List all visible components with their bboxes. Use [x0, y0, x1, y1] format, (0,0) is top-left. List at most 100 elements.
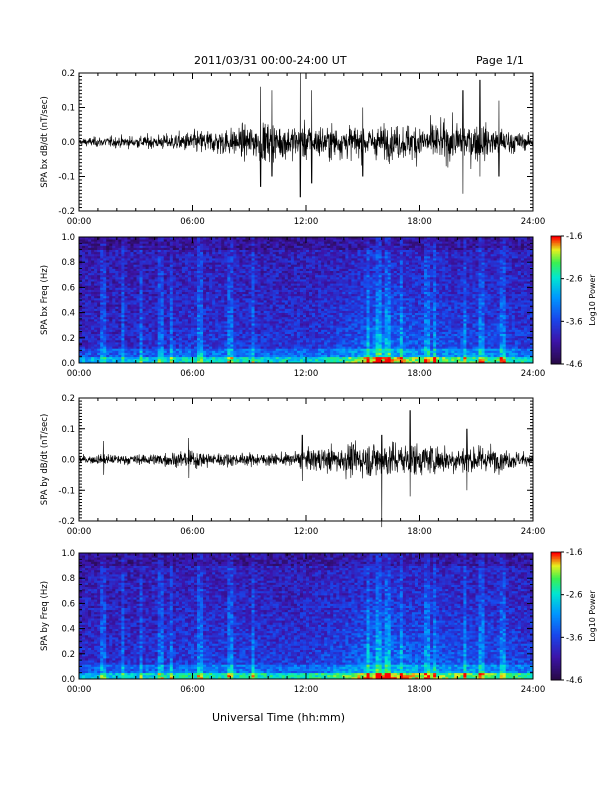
- heat-cell: [79, 281, 83, 284]
- heat-cell: [124, 262, 128, 265]
- heat-cell: [130, 358, 134, 362]
- heat-cell: [82, 325, 86, 328]
- heat-cell: [118, 243, 122, 246]
- heat-cell: [88, 312, 92, 316]
- heat-cell: [103, 302, 107, 305]
- heat-cell: [109, 339, 113, 343]
- heat-cell: [106, 310, 110, 313]
- heat-cell: [124, 314, 128, 318]
- heat-cell: [142, 287, 146, 290]
- heat-cell: [160, 354, 165, 358]
- heat-cell: [121, 281, 125, 284]
- heat-cell: [106, 247, 110, 250]
- heat-cell: [124, 255, 128, 259]
- heat-cell: [133, 260, 137, 263]
- heat-cell: [109, 272, 113, 276]
- heat-cell: [154, 344, 159, 347]
- heat-cell: [145, 295, 150, 299]
- heat-cell: [154, 253, 159, 257]
- heat-cell: [130, 266, 134, 269]
- heat-cell: [112, 239, 116, 242]
- heat-cell: [136, 285, 140, 288]
- heat-cell: [151, 356, 156, 360]
- heat-cell: [97, 327, 101, 330]
- heat-cell: [109, 306, 113, 309]
- heat-cell: [148, 239, 153, 242]
- heat-cell: [139, 360, 143, 364]
- heat-cell: [121, 314, 125, 318]
- heat-cell: [166, 274, 171, 278]
- heat-cell: [112, 268, 116, 271]
- heat-cell: [115, 245, 119, 248]
- heat-cell: [154, 304, 159, 307]
- heat-cell: [145, 358, 150, 362]
- heat-cell: [106, 329, 110, 332]
- heat-cell: [100, 356, 104, 360]
- heat-cell: [142, 310, 146, 313]
- heat-cell: [97, 304, 101, 307]
- heat-cell: [139, 276, 143, 280]
- heat-cell: [151, 312, 156, 316]
- heat-cell: [82, 344, 86, 347]
- heat-cell: [88, 255, 92, 259]
- heat-cell: [160, 337, 165, 341]
- heat-cell: [97, 352, 101, 355]
- heat-cell: [118, 339, 122, 343]
- heat-cell: [124, 245, 128, 248]
- heat-cell: [94, 287, 98, 290]
- heat-cell: [130, 360, 134, 364]
- heat-cell: [94, 297, 98, 301]
- heat-cell: [133, 354, 137, 358]
- heat-cell: [139, 253, 143, 257]
- heat-cell: [103, 245, 107, 248]
- heat-cell: [136, 352, 140, 355]
- heat-cell: [100, 255, 104, 259]
- heat-cell: [112, 350, 116, 353]
- heat-cell: [118, 348, 122, 351]
- heat-cell: [154, 310, 159, 313]
- heat-cell: [130, 323, 134, 326]
- heat-cell: [145, 329, 150, 332]
- heat-cell: [121, 295, 125, 299]
- heat-cell: [82, 327, 86, 330]
- heat-cell: [139, 327, 143, 330]
- heat-cell: [142, 331, 146, 334]
- heat-cell: [103, 281, 107, 284]
- heat-cell: [115, 262, 119, 265]
- heat-cell: [115, 314, 119, 318]
- heat-cell: [79, 253, 83, 257]
- heat-cell: [127, 331, 131, 334]
- heat-cell: [91, 329, 95, 332]
- heat-cell: [106, 339, 110, 343]
- heat-cell: [88, 289, 92, 292]
- heat-cell: [112, 302, 116, 305]
- heat-cell: [136, 237, 140, 240]
- heat-cell: [109, 295, 113, 299]
- heat-cell: [145, 239, 150, 242]
- heat-cell: [88, 329, 92, 332]
- heat-cell: [88, 247, 92, 250]
- heat-cell: [121, 356, 125, 360]
- heat-cell: [166, 337, 171, 341]
- heat-cell: [100, 249, 104, 253]
- y-tick-label: 0.2: [61, 69, 75, 79]
- heat-cell: [85, 342, 89, 345]
- heat-cell: [121, 344, 125, 347]
- heat-cell: [136, 323, 140, 326]
- heat-cell: [106, 272, 110, 276]
- heat-cell: [148, 360, 153, 364]
- heat-cell: [142, 318, 146, 322]
- heat-cell: [115, 281, 119, 284]
- heat-cell: [85, 344, 89, 347]
- heat-cell: [91, 260, 95, 263]
- heat-cell: [142, 329, 146, 332]
- heat-cell: [106, 260, 110, 263]
- heat-cell: [100, 251, 104, 255]
- heat-cell: [112, 331, 116, 334]
- heat-cell: [139, 333, 143, 337]
- heat-cell: [151, 245, 156, 248]
- heat-cell: [160, 237, 165, 240]
- heat-cell: [97, 350, 101, 353]
- heat-cell: [154, 342, 159, 345]
- heat-cell: [106, 274, 110, 278]
